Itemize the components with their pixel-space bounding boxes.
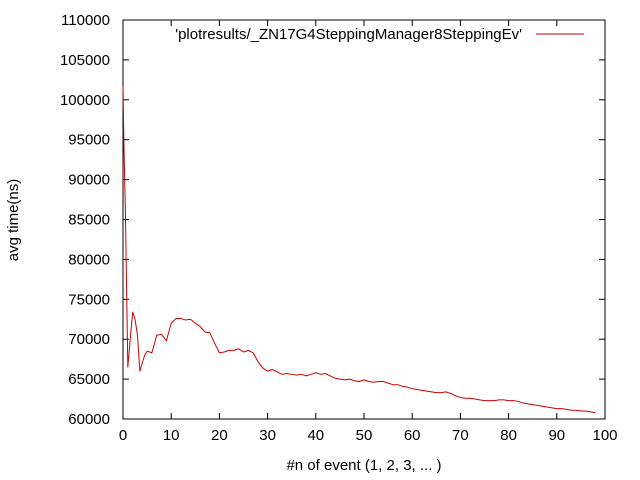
y-tick-label: 90000 bbox=[68, 172, 110, 189]
y-tick-label: 65000 bbox=[68, 371, 110, 388]
x-axis-title: #n of event (1, 2, 3, ... ) bbox=[286, 457, 441, 474]
legend: 'plotresults/_ZN17G4SteppingManager8Step… bbox=[175, 26, 584, 43]
y-tick-label: 95000 bbox=[68, 132, 110, 149]
x-tick-label: 90 bbox=[548, 427, 565, 444]
x-tick-label: 10 bbox=[163, 427, 180, 444]
y-tick-label: 105000 bbox=[60, 52, 110, 69]
x-axis-ticks: 0 10 20 30 40 50 60 70 80 90 100 bbox=[119, 20, 618, 444]
x-tick-label: 60 bbox=[404, 427, 421, 444]
series-line bbox=[122, 86, 596, 414]
y-axis-ticks: 60000 65000 70000 75000 80000 85000 90000 95000… bbox=[60, 12, 605, 428]
x-tick-label: 80 bbox=[500, 427, 517, 444]
legend-label: 'plotresults/_ZN17G4SteppingManager8Step… bbox=[175, 26, 522, 43]
x-tick-label: 40 bbox=[307, 427, 324, 444]
x-tick-label: 20 bbox=[211, 427, 228, 444]
y-tick-label: 100000 bbox=[60, 92, 110, 109]
y-axis-title: avg time(ns) bbox=[5, 179, 22, 262]
plot-frame bbox=[122, 19, 606, 420]
y-tick-label: 80000 bbox=[68, 251, 110, 268]
x-tick-label: 70 bbox=[452, 427, 469, 444]
y-tick-label: 70000 bbox=[68, 331, 110, 348]
y-tick-label: 60000 bbox=[68, 411, 110, 428]
x-tick-label: 100 bbox=[592, 427, 617, 444]
x-tick-label: 50 bbox=[356, 427, 373, 444]
x-tick-label: 0 bbox=[119, 427, 127, 444]
series-layer bbox=[122, 86, 596, 414]
y-tick-label: 75000 bbox=[68, 291, 110, 308]
y-tick-label: 110000 bbox=[61, 12, 110, 29]
x-tick-label: 30 bbox=[259, 427, 276, 444]
y-tick-label: 85000 bbox=[68, 212, 110, 229]
